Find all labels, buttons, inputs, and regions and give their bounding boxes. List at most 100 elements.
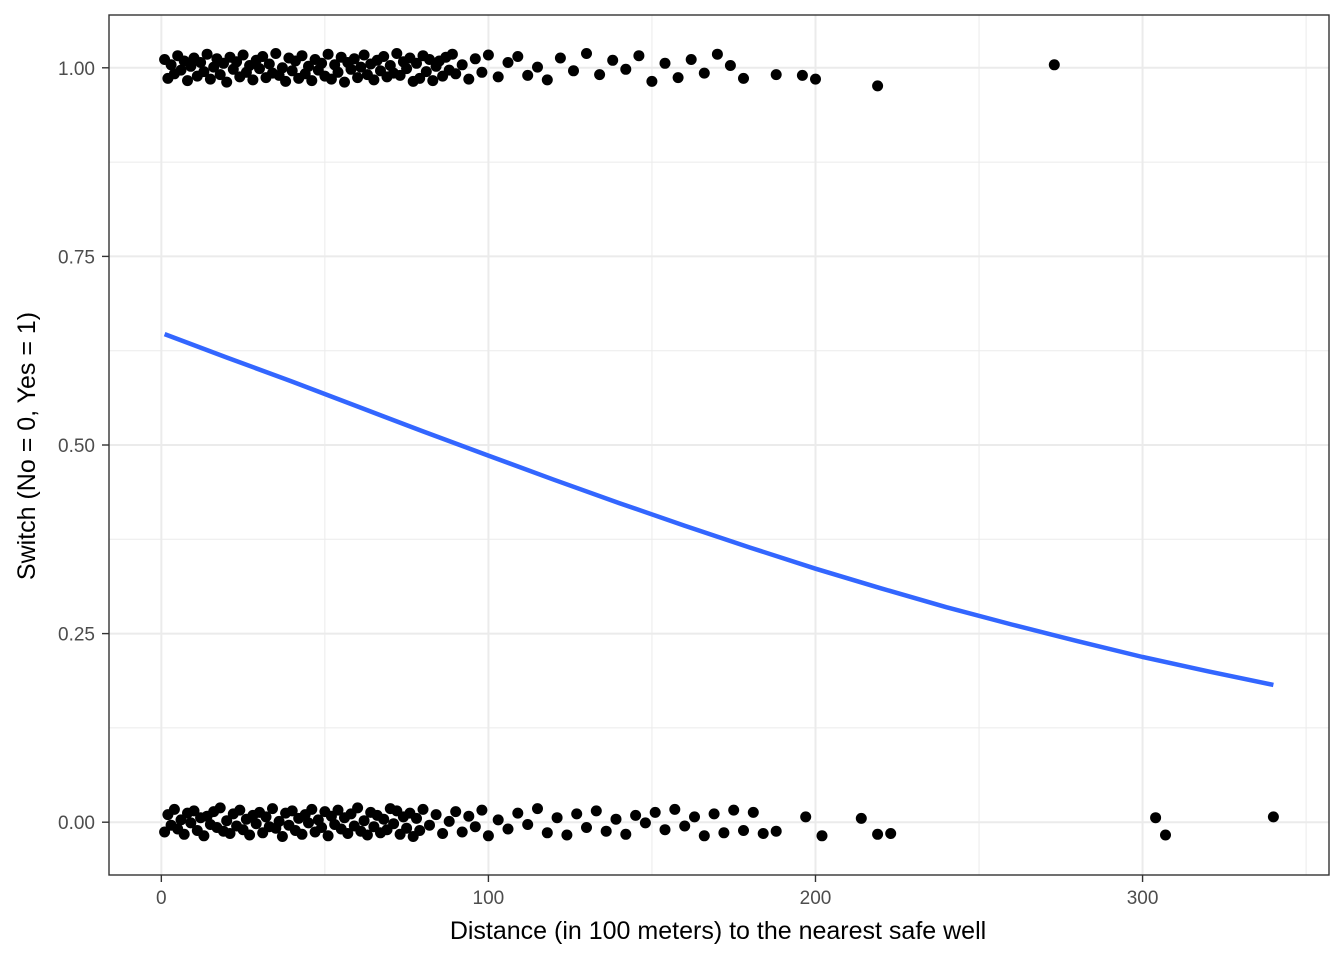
- data-point-switch-no: [551, 812, 563, 824]
- data-point-switch-yes: [332, 66, 344, 78]
- data-point-switch-no: [430, 809, 442, 821]
- data-point-switch-yes: [698, 67, 710, 79]
- data-point-switch-yes: [424, 54, 435, 65]
- data-point-switch-no: [747, 806, 759, 818]
- data-point-switch-yes: [270, 48, 282, 59]
- x-tick-label: 300: [1127, 888, 1159, 909]
- data-point-switch-no: [332, 804, 344, 816]
- data-point-switch-yes: [348, 53, 360, 65]
- data-point-switch-no: [424, 819, 435, 831]
- data-point-switch-yes: [263, 58, 275, 70]
- data-point-switch-no: [244, 829, 256, 841]
- data-point-switch-yes: [463, 73, 475, 85]
- data-point-switch-no: [306, 803, 318, 815]
- data-point-switch-yes: [221, 76, 233, 88]
- data-point-switch-yes: [175, 64, 187, 76]
- data-point-switch-yes: [322, 48, 334, 60]
- data-point-switch-no: [482, 830, 494, 842]
- data-point-switch-no: [417, 803, 429, 815]
- data-point-switch-no: [590, 805, 602, 817]
- data-point-switch-no: [669, 803, 681, 815]
- data-point-switch-no: [561, 829, 573, 841]
- data-point-switch-yes: [165, 59, 177, 71]
- data-point-switch-no: [234, 804, 246, 816]
- data-point-switch-no: [1160, 829, 1171, 841]
- data-point-switch-yes: [414, 72, 426, 84]
- fit-line-layer: [163, 331, 1274, 688]
- data-point-switch-yes: [316, 57, 328, 69]
- data-point-switch-yes: [195, 57, 207, 68]
- data-point-switch-no: [659, 824, 671, 836]
- data-point-switch-no: [260, 811, 272, 823]
- data-point-switch-yes: [724, 60, 736, 71]
- data-point-switch-yes: [541, 74, 553, 86]
- data-point-switch-yes: [276, 62, 288, 74]
- data-point-switch-no: [630, 809, 642, 821]
- data-point-switch-no: [610, 813, 622, 825]
- data-point-switch-yes: [355, 61, 367, 73]
- data-point-switch-yes: [254, 63, 265, 75]
- data-point-switch-yes: [711, 48, 723, 60]
- data-point-switch-no: [168, 803, 180, 815]
- data-point-switch-yes: [659, 57, 671, 69]
- data-point-switch-no: [296, 828, 308, 840]
- data-point-switch-yes: [607, 54, 619, 66]
- data-point-switch-yes: [378, 51, 390, 62]
- data-point-switch-yes: [685, 54, 697, 65]
- data-point-switch-no: [185, 817, 197, 829]
- data-point-switch-yes: [296, 50, 308, 62]
- data-point-switch-yes: [394, 69, 406, 81]
- data-point-switch-no: [378, 813, 390, 825]
- data-point-switch-no: [303, 817, 314, 829]
- major-gridlines: [109, 15, 1329, 875]
- data-point-switch-yes: [492, 71, 504, 83]
- data-point-switch-no: [541, 827, 553, 839]
- data-point-switch-no: [492, 814, 504, 826]
- data-point-switch-yes: [1048, 59, 1060, 71]
- data-points: [159, 48, 1279, 842]
- data-point-switch-yes: [339, 76, 350, 88]
- data-point-switch-yes: [482, 49, 494, 61]
- data-point-switch-yes: [182, 75, 193, 87]
- data-point-switch-yes: [872, 80, 884, 92]
- data-point-switch-yes: [532, 61, 543, 73]
- data-point-switch-no: [708, 808, 720, 820]
- data-point-switch-no: [224, 828, 236, 839]
- data-point-switch-no: [443, 815, 455, 827]
- data-point-switch-no: [800, 811, 812, 823]
- data-point-switch-yes: [512, 51, 524, 62]
- data-point-switch-no: [361, 829, 373, 841]
- data-point-switch-yes: [810, 73, 821, 85]
- data-point-switch-yes: [214, 69, 226, 81]
- data-point-switch-no: [414, 825, 426, 836]
- data-point-switch-yes: [303, 60, 314, 72]
- data-point-switch-no: [855, 812, 867, 824]
- data-point-switch-no: [872, 828, 884, 840]
- data-point-switch-yes: [237, 49, 249, 61]
- data-point-switch-yes: [554, 52, 566, 64]
- data-point-switch-no: [401, 822, 413, 834]
- y-axis-title: Switch (No = 0, Yes = 1): [13, 312, 41, 580]
- logistic-fit-line: [163, 331, 1274, 688]
- data-point-switch-no: [885, 828, 897, 839]
- data-point-switch-no: [1150, 812, 1162, 824]
- data-point-switch-yes: [594, 69, 606, 81]
- data-point-switch-no: [411, 812, 422, 824]
- data-point-switch-no: [476, 804, 488, 816]
- data-point-switch-no: [512, 807, 524, 819]
- data-point-switch-no: [571, 808, 583, 820]
- data-point-switch-no: [322, 830, 334, 842]
- data-point-switch-no: [250, 818, 262, 830]
- data-point-switch-no: [1267, 811, 1279, 823]
- y-tick-label: 0.75: [58, 247, 95, 268]
- data-point-switch-no: [689, 811, 700, 823]
- data-point-switch-yes: [208, 61, 220, 73]
- data-point-switch-no: [273, 815, 285, 827]
- data-point-switch-no: [388, 818, 400, 830]
- data-point-switch-no: [620, 828, 632, 840]
- data-point-switch-yes: [185, 60, 197, 72]
- data-point-switch-yes: [325, 73, 337, 85]
- data-point-switch-yes: [672, 72, 684, 84]
